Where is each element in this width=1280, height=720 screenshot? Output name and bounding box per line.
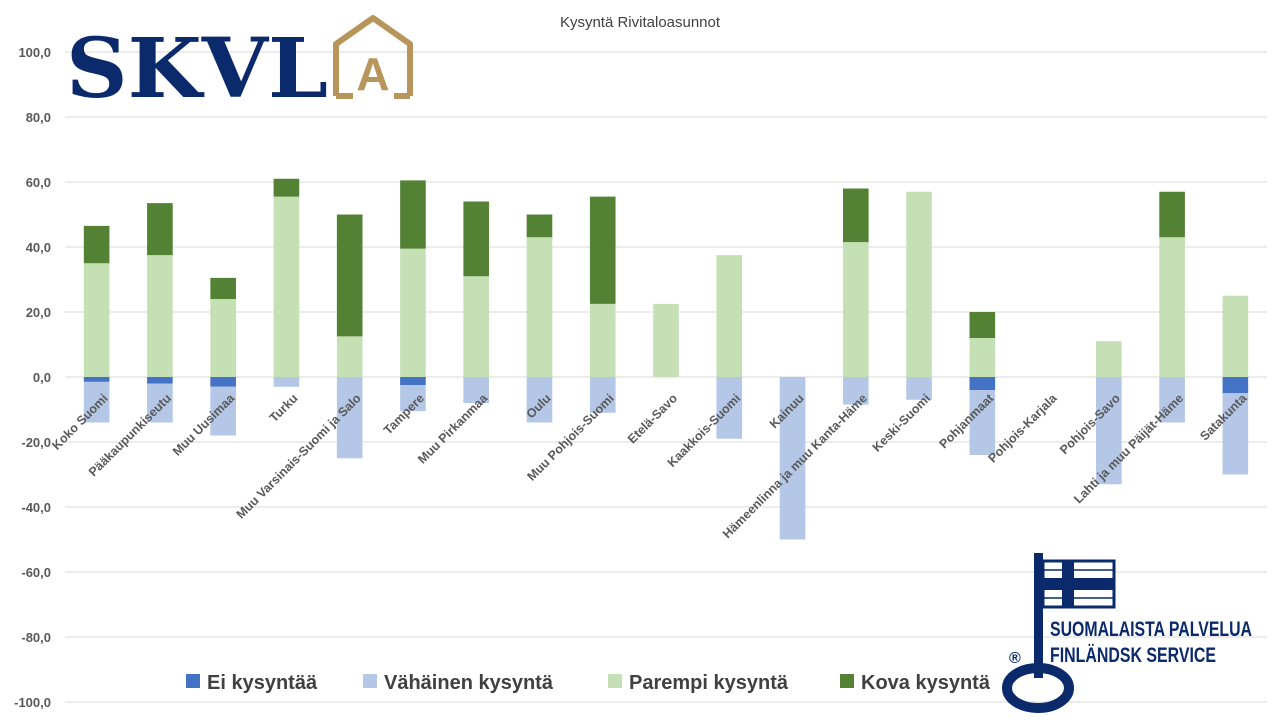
y-tick-label: -40,0: [21, 500, 51, 515]
legend: Ei kysyntää Vähäinen kysyntä Parempi kys…: [186, 672, 991, 694]
bar-vahainen: [147, 383, 173, 423]
bar-vahainen: [1096, 377, 1122, 485]
bar-kova: [400, 180, 426, 249]
bar-parempi: [147, 255, 173, 377]
bar-parempi: [1096, 341, 1122, 377]
bar-kova: [463, 201, 490, 277]
legend-item-parempi: Parempi kysyntä: [608, 672, 789, 694]
skvl-house-letter: A: [356, 48, 389, 100]
bar-vahainen: [716, 377, 743, 439]
bar-ei: [210, 377, 236, 387]
bar-vahainen: [463, 377, 490, 403]
suomalaista-palvelua-badge: SUOMALAISTA PALVELUA FINLÄNDSK SERVICE ®: [1002, 553, 1252, 713]
bar-kova: [1159, 191, 1185, 238]
y-tick-label: 80,0: [26, 110, 51, 125]
bar-ei: [83, 377, 110, 382]
chart-title: Kysyntä Rivitaloasunnot: [560, 14, 721, 31]
bar-ei: [1222, 377, 1249, 394]
finnish-flag-icon: [1041, 559, 1116, 609]
y-tick-label: 40,0: [26, 240, 51, 255]
bar-kova: [147, 203, 173, 256]
x-category-label: Muu Pirkanmaa: [415, 390, 491, 466]
bar-parempi: [589, 303, 616, 377]
key-icon: [1002, 553, 1074, 713]
x-category-label: Turku: [267, 391, 301, 425]
y-tick-label: 20,0: [26, 305, 51, 320]
bar-kova: [842, 188, 869, 243]
legend-swatch-vahainen: [363, 674, 377, 688]
legend-label-parempi: Parempi kysyntä: [629, 672, 789, 694]
bar-parempi: [83, 263, 110, 377]
y-tick-label: -80,0: [21, 630, 51, 645]
y-tick-label: 60,0: [26, 175, 51, 190]
x-category-label: Keski-Suomi: [870, 391, 933, 454]
bar-vahainen: [526, 377, 553, 423]
badge-line-2: FINLÄNDSK SERVICE: [1050, 644, 1216, 667]
bar-kova: [589, 196, 616, 304]
legend-item-vahainen: Vähäinen kysyntä: [363, 672, 554, 694]
bar-parempi: [273, 196, 300, 377]
y-tick-label: -20,0: [21, 435, 51, 450]
y-tick-label: -60,0: [21, 565, 51, 580]
bar-vahainen: [906, 377, 932, 400]
bar-parempi: [526, 237, 553, 377]
legend-swatch-kova: [840, 674, 854, 688]
bar-vahainen: [969, 390, 996, 455]
bar-parempi: [1222, 295, 1249, 377]
y-tick-label: 0,0: [33, 370, 51, 385]
x-category-label: Pohjois-Karjala: [985, 390, 1060, 465]
skvl-house-icon: A: [333, 15, 413, 100]
bar-vahainen: [273, 377, 300, 387]
y-tick-label: 100,0: [18, 45, 51, 60]
legend-label-vahainen: Vähäinen kysyntä: [384, 672, 554, 694]
registered-mark: ®: [1009, 650, 1021, 667]
x-category-label: Etelä-Savo: [625, 391, 680, 446]
legend-item-kova: Kova kysyntä: [840, 672, 991, 694]
bar-vahainen: [779, 377, 806, 540]
bar-parempi: [336, 336, 363, 377]
bar-vahainen: [1222, 393, 1249, 475]
bar-ei: [147, 377, 173, 384]
bar-ei: [400, 377, 426, 386]
badge-line-1: SUOMALAISTA PALVELUA: [1050, 618, 1252, 641]
bar-ei: [969, 377, 996, 390]
skvl-logo: SKVL A: [66, 15, 413, 117]
bar-kova: [83, 225, 110, 264]
bar-parempi: [653, 303, 679, 377]
bar-vahainen: [842, 377, 869, 405]
bar-vahainen: [210, 386, 236, 436]
bar-parempi: [969, 338, 996, 377]
bar-parempi: [463, 276, 490, 377]
bar-parempi: [210, 299, 236, 377]
x-category-label: Lahti ja muu Päijät-Häme: [1071, 391, 1186, 506]
bar-parempi: [716, 255, 743, 377]
bar-parempi: [842, 242, 869, 377]
bar-vahainen: [400, 385, 426, 412]
bar-kova: [526, 214, 553, 238]
bar-kova: [336, 214, 363, 337]
bar-vahainen: [83, 381, 110, 423]
bar-vahainen: [589, 377, 616, 413]
bar-parempi: [1159, 237, 1185, 377]
bar-vahainen: [1159, 377, 1185, 423]
bars: [83, 178, 1249, 540]
legend-label-ei: Ei kysyntää: [207, 672, 318, 694]
legend-swatch-ei: [186, 674, 200, 688]
legend-label-kova: Kova kysyntä: [861, 672, 991, 694]
bar-vahainen: [336, 377, 363, 459]
skvl-logo-text: SKVL: [66, 21, 328, 117]
bar-kova: [210, 277, 236, 299]
bar-parempi: [906, 191, 932, 377]
y-tick-label: -100,0: [14, 695, 51, 710]
y-axis-ticks: 100,0 80,0 60,0 40,0 20,0 0,0 -20,0 -40,0 -60,0 -…: [14, 45, 51, 710]
legend-swatch-parempi: [608, 674, 622, 688]
bar-parempi: [400, 248, 426, 377]
bar-kova: [273, 178, 300, 197]
bar-kova: [969, 312, 996, 338]
legend-item-ei: Ei kysyntää: [186, 672, 318, 694]
